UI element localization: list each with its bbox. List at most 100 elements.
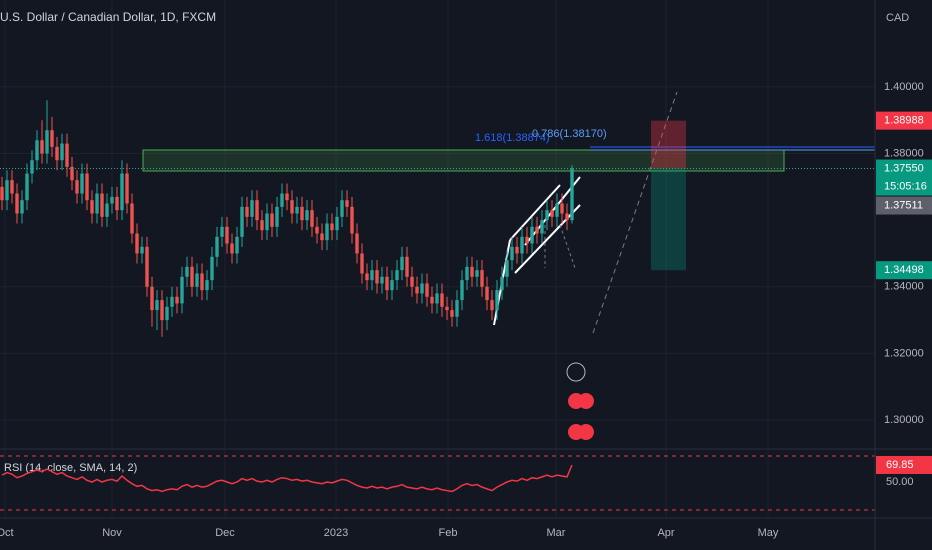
- candle-body: [125, 173, 129, 204]
- candle-body: [145, 246, 149, 287]
- rsi-label-box: [876, 455, 932, 474]
- candle-body: [545, 210, 549, 221]
- x-tick-label: 2023: [324, 527, 348, 539]
- channel-guides: [544, 224, 576, 269]
- candle-body: [75, 180, 79, 194]
- candle-body: [520, 236, 524, 254]
- candle-body: [275, 206, 279, 227]
- candle-body: [105, 203, 109, 217]
- candle-body: [440, 293, 444, 307]
- candle-body: [40, 140, 44, 154]
- candle-body: [280, 193, 284, 207]
- candle-body: [540, 220, 544, 234]
- candle-body: [165, 306, 169, 321]
- candle-body: [210, 256, 214, 281]
- candle-body: [45, 130, 49, 154]
- candle-body: [340, 200, 344, 217]
- candle-body: [215, 236, 219, 257]
- countdown: 15:05:16: [884, 180, 927, 192]
- candle-body: [100, 193, 104, 217]
- candle-body: [410, 276, 414, 287]
- candle-body: [365, 273, 369, 281]
- channel-line: [509, 184, 561, 241]
- candle-body: [85, 173, 89, 201]
- candle-body: [355, 233, 359, 254]
- price-label-box: [876, 196, 932, 215]
- x-tick-label: Nov: [102, 527, 122, 539]
- candle-body: [305, 210, 309, 221]
- candle-body: [420, 283, 424, 294]
- candle-body: [185, 266, 189, 277]
- candle-body: [515, 246, 519, 254]
- price-label-box: [876, 111, 932, 130]
- candle-body: [395, 270, 399, 281]
- candle-body: [530, 226, 534, 244]
- supply-zone: [142, 149, 785, 172]
- candle-body: [250, 200, 254, 217]
- candle-body: [95, 193, 99, 214]
- price-label-box: [876, 261, 932, 280]
- candle-body: [60, 143, 64, 161]
- price-label: 1.38988: [884, 115, 924, 127]
- y-tick-label: 1.40000: [884, 81, 924, 93]
- candle-body: [400, 256, 404, 271]
- x-tick-label: May: [758, 527, 779, 539]
- event-icons: [566, 362, 594, 440]
- candle-body: [560, 203, 564, 214]
- candle-body: [10, 180, 14, 194]
- candle-body: [490, 300, 494, 311]
- candle-body: [415, 286, 419, 294]
- guide-line: [559, 224, 576, 269]
- candle-body: [450, 310, 454, 317]
- candle-body: [535, 226, 539, 234]
- x-tick-label: Oct: [0, 527, 14, 539]
- candle-body: [25, 173, 29, 201]
- candle-body: [265, 213, 269, 231]
- candle-body: [80, 173, 84, 194]
- candle-body: [320, 233, 324, 241]
- candle-body: [160, 300, 164, 321]
- fib-label: 1.618(1.38874): [475, 132, 550, 144]
- candle-body: [175, 296, 179, 304]
- price-label: 1.37511: [884, 199, 923, 211]
- rsi-line: [1, 464, 573, 493]
- event-icon: [578, 424, 594, 440]
- candle-body: [285, 193, 289, 201]
- projection-line: [592, 91, 678, 334]
- candle-body: [445, 306, 449, 311]
- rsi-last-label: 69.85: [886, 459, 914, 471]
- candle-body: [55, 146, 59, 161]
- candle-body: [375, 270, 379, 284]
- candle-body: [550, 210, 554, 217]
- candle-body: [295, 206, 299, 214]
- candle-body: [110, 196, 114, 204]
- candle-body: [360, 253, 364, 274]
- candle-body: [325, 223, 329, 241]
- candle-body: [65, 143, 69, 167]
- candle-body: [430, 296, 434, 304]
- candle-body: [240, 206, 244, 237]
- candle-body: [425, 283, 429, 297]
- fib-label: 0.786(1.38170): [532, 128, 607, 140]
- candle-body: [385, 276, 389, 291]
- candle-body: [155, 300, 159, 311]
- candle-body: [5, 180, 9, 201]
- candle-body: [555, 203, 559, 217]
- candle-body: [300, 206, 304, 221]
- price-label: 1.37550: [884, 162, 924, 174]
- target-zone: [651, 168, 686, 271]
- candle-body: [480, 270, 484, 287]
- candle-body: [270, 213, 274, 227]
- candle-body: [225, 226, 229, 244]
- event-icon: [578, 393, 594, 409]
- candle-body: [140, 246, 144, 254]
- y-tick-label: 1.38000: [884, 147, 924, 159]
- price-label: 1.34498: [884, 264, 924, 276]
- stop-zone: [651, 120, 686, 169]
- candle-body: [200, 273, 204, 291]
- candle-body: [205, 280, 209, 291]
- price-label-box: [876, 159, 932, 196]
- candle-body: [525, 236, 529, 244]
